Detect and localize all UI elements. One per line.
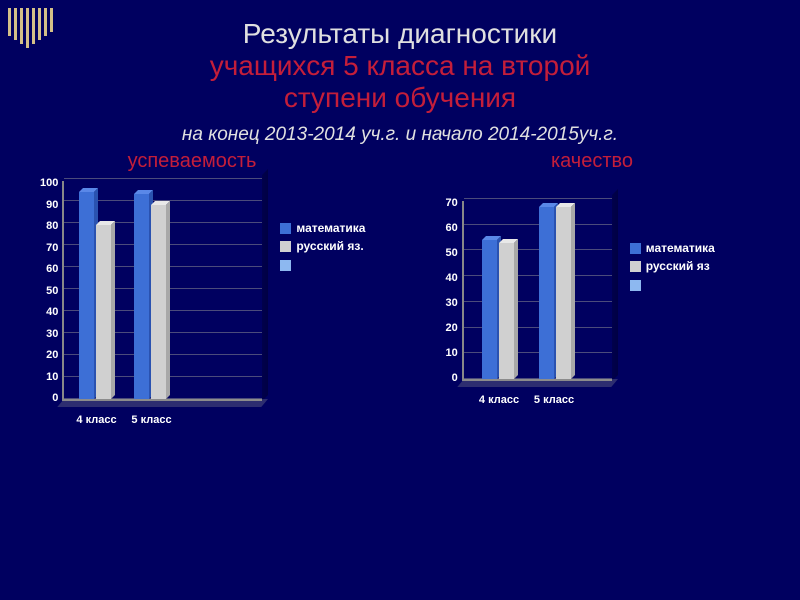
chart-left-yaxis: 1009080706050403020100	[40, 178, 62, 404]
legend-item	[630, 278, 715, 291]
legend-swatch	[280, 241, 291, 252]
title-block: Результаты диагностики учащихся 5 класса…	[0, 0, 800, 114]
chart-right: 70 60 50 40 30 20 10 0 4 класс5 класс математик…	[445, 201, 714, 427]
legend-item: математика	[280, 221, 365, 235]
bar	[556, 207, 571, 379]
bar	[539, 207, 554, 379]
chart-right-plot	[462, 201, 612, 381]
legend-text: русский яз	[646, 259, 710, 273]
legend-item: русский яз	[630, 259, 715, 273]
legend-swatch	[630, 243, 641, 254]
chart-left-legend: математика русский яз.	[280, 221, 365, 275]
y-tick: 50	[46, 286, 58, 297]
bar	[499, 243, 514, 379]
bar	[482, 240, 497, 379]
y-tick: 60	[445, 223, 457, 234]
chart-right-box: 70 60 50 40 30 20 10 0 4 класс5 класс	[445, 201, 611, 407]
y-tick: 20	[445, 323, 457, 334]
bar-group	[79, 192, 111, 399]
legend-item	[280, 258, 365, 271]
y-tick: 70	[46, 243, 58, 254]
chart-left: 1009080706050403020100 4 класс5 класс ма…	[40, 181, 365, 427]
chart-left-xlabels: 4 класс5 класс	[62, 414, 262, 427]
chart-right-yaxis: 70 60 50 40 30 20 10 0	[445, 198, 461, 384]
y-tick: 40	[445, 273, 457, 284]
bar	[134, 194, 149, 399]
y-tick: 40	[46, 307, 58, 318]
legend-item: математика	[630, 241, 715, 255]
title-line-3: ступени обучения	[0, 82, 800, 114]
y-tick: 30	[46, 329, 58, 340]
y-tick: 70	[445, 198, 457, 209]
subtitle: на конец 2013-2014 уч.г. и начало 2014-2…	[0, 124, 800, 146]
x-label: 4 класс	[69, 414, 124, 427]
bar-group	[539, 207, 571, 379]
y-tick: 90	[46, 200, 58, 211]
title-line-1: Результаты диагностики	[0, 18, 800, 50]
legend-swatch	[280, 223, 291, 234]
legend-text: математика	[646, 241, 715, 255]
bar	[79, 192, 94, 399]
x-label: 5 класс	[124, 414, 179, 427]
y-tick: 10	[445, 348, 457, 359]
legend-swatch	[280, 260, 291, 271]
bar-group	[134, 194, 166, 399]
title-line-2: учащихся 5 класса на второй	[0, 50, 800, 82]
chart-right-legend: математика русский яз	[630, 241, 715, 295]
y-tick: 10	[46, 372, 58, 383]
corner-decoration	[8, 8, 56, 48]
chart-label-left: успеваемость	[0, 150, 384, 173]
y-tick: 20	[46, 350, 58, 361]
bar-group	[482, 240, 514, 379]
y-tick: 50	[445, 248, 457, 259]
legend-text: русский яз.	[296, 239, 363, 253]
chart-labels-row: успеваемость качество	[0, 150, 800, 173]
y-tick: 0	[452, 373, 458, 384]
x-label: 5 класс	[526, 394, 581, 407]
legend-swatch	[630, 280, 641, 291]
y-tick: 0	[52, 393, 58, 404]
charts-row: 1009080706050403020100 4 класс5 класс ма…	[0, 181, 800, 427]
chart-left-plot	[62, 181, 262, 401]
bar	[151, 205, 166, 399]
bar	[96, 225, 111, 399]
legend-item: русский яз.	[280, 239, 365, 253]
y-tick: 30	[445, 298, 457, 309]
x-label: 4 класс	[471, 394, 526, 407]
chart-right-xlabels: 4 класс5 класс	[461, 394, 611, 407]
y-tick: 100	[40, 178, 58, 189]
legend-swatch	[630, 261, 641, 272]
legend-text: математика	[296, 221, 365, 235]
chart-label-right: качество	[384, 150, 800, 173]
y-tick: 80	[46, 221, 58, 232]
chart-left-box: 1009080706050403020100 4 класс5 класс	[40, 181, 262, 427]
y-tick: 60	[46, 264, 58, 275]
